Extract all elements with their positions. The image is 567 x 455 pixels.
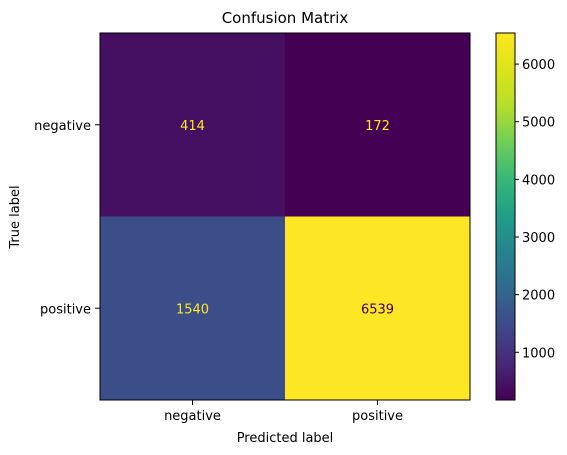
x-axis-ticks: negative positive	[164, 400, 403, 424]
matrix-cell-positive-negative	[100, 216, 285, 400]
cell-value-label: 1540	[176, 302, 209, 317]
cell-value-labels: 414 172 1540 6539	[176, 119, 394, 318]
y-axis-label: True label	[8, 185, 23, 249]
y-axis-ticks: negative positive	[34, 119, 100, 317]
colorbar-tick-label: 4000	[522, 173, 555, 188]
x-tick-label: negative	[164, 409, 221, 424]
colorbar-tick-label: 1000	[522, 346, 555, 361]
matrix-cell-negative-negative	[100, 33, 285, 217]
colorbar-tick-label: 3000	[522, 231, 555, 246]
cell-value-label: 172	[365, 119, 390, 134]
colorbar-tick-label: 2000	[522, 289, 555, 304]
matrix-cell-positive-positive	[285, 216, 470, 400]
cell-value-label: 414	[180, 119, 205, 134]
colorbar	[495, 32, 516, 401]
colorbar-tick-label: 6000	[522, 58, 555, 73]
colorbar-tick-label: 5000	[522, 116, 555, 131]
y-tick-label: negative	[34, 119, 91, 134]
x-tick-label: positive	[352, 409, 403, 424]
y-tick-label: positive	[40, 302, 91, 317]
x-axis-label: Predicted label	[237, 431, 334, 446]
colorbar-ticks: 1000 2000 3000 4000 5000 6000	[515, 58, 555, 361]
matrix-cells	[100, 33, 470, 400]
matrix-cell-negative-positive	[285, 33, 470, 217]
cell-value-label: 6539	[361, 302, 394, 317]
chart-title: Confusion Matrix	[222, 9, 349, 27]
plot-frame	[99, 32, 471, 401]
